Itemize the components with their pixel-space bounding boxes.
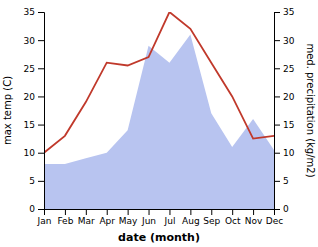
- tick-mark: [38, 125, 44, 126]
- tick-label: Nov: [245, 216, 263, 226]
- tick-label: Jan: [37, 216, 52, 226]
- tick: 25: [24, 64, 44, 74]
- tick-mark: [86, 209, 87, 215]
- temperature-line: [44, 12, 274, 153]
- tick: 20: [24, 92, 44, 102]
- tick-label: 0: [283, 204, 289, 214]
- tick: 25: [274, 64, 294, 74]
- tick: Oct: [225, 209, 241, 226]
- tick: 0: [29, 204, 44, 214]
- chart: JanFebMarAprMayJunJulAugSepOctNovDec0510…: [0, 0, 318, 247]
- tick-mark: [274, 40, 280, 41]
- tick: 30: [24, 36, 44, 46]
- tick: Apr: [99, 209, 115, 226]
- tick-mark: [38, 181, 44, 182]
- tick-mark: [190, 209, 191, 215]
- tick: Sep: [203, 209, 220, 226]
- tick: 5: [274, 176, 289, 186]
- precipitation-area: [44, 35, 274, 209]
- axis-line: [275, 13, 281, 210]
- tick-label: 15: [24, 120, 35, 130]
- tick-label: 20: [24, 92, 36, 102]
- tick-mark: [38, 68, 44, 69]
- tick-mark: [107, 209, 108, 215]
- tick-label: Dec: [266, 216, 283, 226]
- tick: 35: [24, 7, 44, 17]
- tick-label: 35: [24, 7, 35, 17]
- tick-mark: [65, 209, 66, 215]
- tick-mark: [274, 125, 280, 126]
- tick-mark: [211, 209, 212, 215]
- tick-label: May: [119, 216, 138, 226]
- tick-mark: [274, 209, 280, 210]
- tick-mark: [38, 153, 44, 154]
- tick-label: Jun: [141, 216, 156, 226]
- tick: 35: [274, 7, 294, 17]
- tick: Dec: [266, 209, 283, 226]
- tick-mark: [169, 209, 170, 215]
- tick: 10: [24, 148, 44, 158]
- tick-mark: [38, 209, 44, 210]
- tick-label: Sep: [203, 216, 220, 226]
- tick-label: 0: [29, 204, 35, 214]
- marks: [44, 12, 274, 209]
- tick: Nov: [245, 209, 263, 226]
- tick-label: 5: [283, 176, 289, 186]
- tick-label: 15: [283, 120, 294, 130]
- tick-label: 25: [283, 64, 294, 74]
- tick-mark: [274, 68, 280, 69]
- tick-mark: [274, 181, 280, 182]
- tick-mark: [274, 153, 280, 154]
- tick: 30: [274, 36, 295, 46]
- tick-mark: [149, 209, 150, 215]
- tick: Jan: [37, 209, 52, 226]
- tick-label: Jul: [164, 216, 176, 226]
- tick-label: 10: [283, 148, 295, 158]
- x-axis: Jan Feb Mar Apr MayJun Jul AugSep Oct NovDec: [37, 209, 284, 226]
- y-axis: 0 5 10 15 20 25 30 35: [24, 7, 45, 214]
- tick-mark: [38, 12, 44, 13]
- tick: 10: [274, 148, 295, 158]
- tick-mark: [253, 209, 254, 215]
- tick-mark: [232, 209, 233, 215]
- tick-label: 20: [283, 92, 295, 102]
- tick-label: Oct: [225, 216, 241, 226]
- tick-label: 10: [24, 148, 36, 158]
- y-axis-title: max temp (C): [2, 76, 13, 145]
- tick-mark: [38, 96, 44, 97]
- tick: May: [119, 209, 138, 226]
- tick: Feb: [57, 209, 73, 226]
- tick: Aug: [182, 209, 200, 226]
- tick: 5: [29, 176, 44, 186]
- y2-axis: 0 5 10 15 20 25 30 35: [274, 7, 295, 214]
- y2-axis-title: med. precipitation (kg/m2): [305, 43, 316, 177]
- tick-mark: [128, 209, 129, 215]
- tick-mark: [274, 96, 280, 97]
- tick: 0: [274, 204, 289, 214]
- tick-mark: [274, 12, 280, 13]
- plot: JanFebMarAprMayJunJulAugSepOctNovDec0510…: [24, 7, 295, 226]
- tick-label: Mar: [78, 216, 95, 226]
- axis-line: [38, 13, 45, 210]
- tick-label: 30: [283, 36, 295, 46]
- tick-label: Feb: [57, 216, 73, 226]
- tick: Mar: [78, 209, 95, 226]
- tick-label: 35: [283, 7, 294, 17]
- tick-label: 25: [24, 64, 35, 74]
- tick-label: 5: [29, 176, 35, 186]
- axis-line: [45, 210, 275, 216]
- tick: Jul: [164, 209, 176, 226]
- x-axis-title: date (month): [118, 231, 200, 244]
- tick: 15: [274, 120, 294, 130]
- tick: Jun: [141, 209, 156, 226]
- tick-label: 30: [24, 36, 36, 46]
- tick: 15: [24, 120, 44, 130]
- tick: 20: [274, 92, 295, 102]
- tick-label: Aug: [182, 216, 200, 226]
- tick-mark: [38, 40, 44, 41]
- tick-label: Apr: [99, 216, 115, 226]
